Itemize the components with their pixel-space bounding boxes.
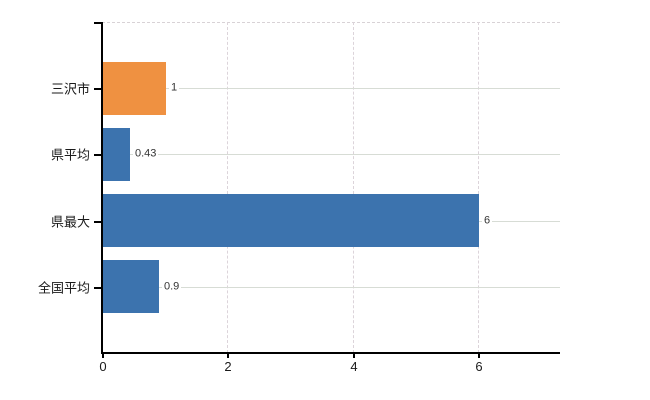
plot-top-border [102,22,560,23]
vertical-gridline [353,22,354,353]
y-axis-top-tick [94,22,102,24]
y-axis-tick [94,221,102,223]
vertical-gridline [478,22,479,353]
horizontal-gridline [102,287,560,288]
value-label-3: 0.9 [162,280,182,294]
value-label-2: 6 [482,214,493,228]
category-label-1: 県平均 [50,147,90,163]
value-label-1: 0.43 [133,147,159,161]
x-axis-tick [102,353,104,358]
value-label-0: 1 [169,81,180,95]
x-axis-line [101,352,560,354]
x-axis-tick-label-2: 4 [350,359,358,374]
x-axis-tick-label-0: 0 [99,359,107,374]
category-label-2: 県最大 [50,214,90,230]
bar-3 [103,260,159,313]
horizontal-gridline [102,154,560,155]
vertical-gridline [227,22,228,353]
bar-1 [103,128,130,181]
y-axis-tick [94,88,102,90]
category-label-3: 全国平均 [37,280,90,296]
category-label-0: 三沢市 [50,81,90,97]
bar-0 [103,62,166,115]
y-axis-tick [94,287,102,289]
x-axis-tick-label-1: 2 [224,359,232,374]
y-axis-tick [94,154,102,156]
x-axis-tick [478,353,480,358]
x-axis-tick [353,353,355,358]
x-axis-tick [227,353,229,358]
y-axis-line [101,22,103,354]
horizontal-gridline [102,88,560,89]
bar-2 [103,194,479,247]
x-axis-tick-label-3: 6 [475,359,483,374]
